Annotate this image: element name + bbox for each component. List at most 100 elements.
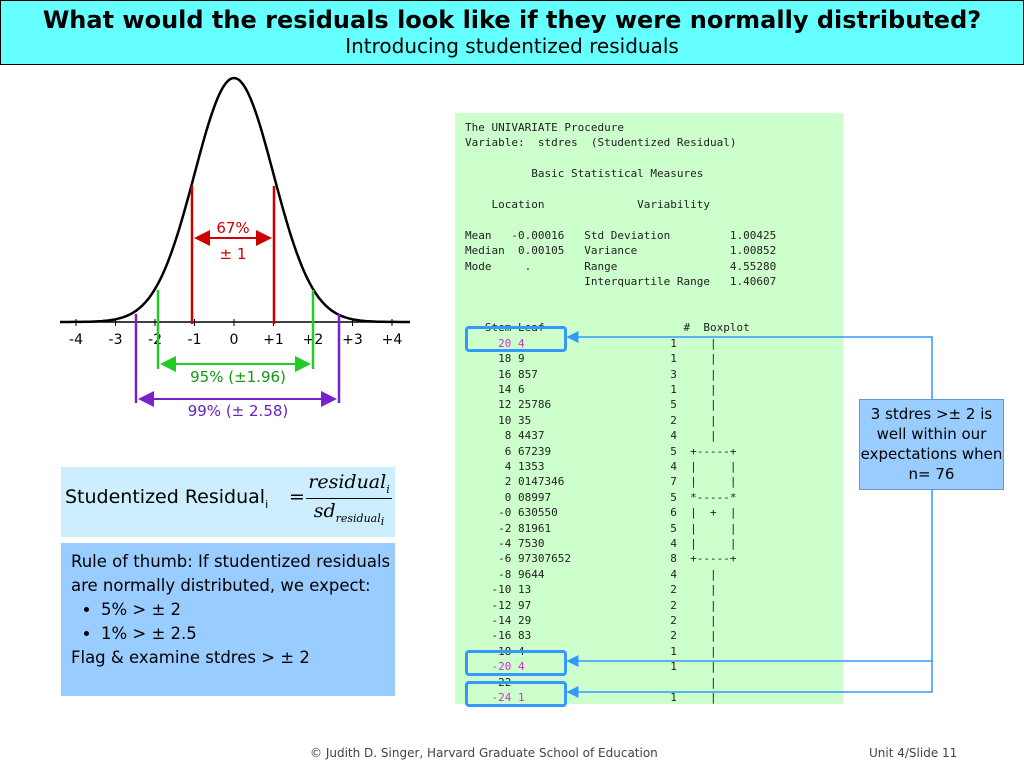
callout-box: 3 stdres >± 2 is well within our expecta…: [859, 399, 1004, 490]
rule-bullet: 1% > ± 2.5: [101, 622, 395, 646]
stem-leaf-row: -0 630550 6 | + |: [465, 506, 737, 520]
stem-count-boxplot: 2 |: [670, 583, 717, 597]
stem-count-boxplot: 5 +-----+: [670, 444, 737, 458]
highlight-box-minus20: [465, 650, 567, 676]
axis-tick-label: 0: [230, 332, 239, 348]
stem-leaf-row: 4 1353 4 | |: [465, 460, 737, 473]
sas-output-text: The UNIVARIATE Procedure Variable: stdre…: [455, 113, 843, 705]
stem-leaf-row: -12 97 2 |: [465, 598, 717, 612]
stem-count-boxplot: 2 |: [670, 413, 717, 427]
stem-count-boxplot: 2 |: [670, 598, 717, 612]
band-67-percent: 67%: [216, 219, 249, 237]
stem-leaf-row: 8 4437 4 |: [465, 429, 717, 442]
fraction-bar: [306, 497, 392, 499]
stem-leaf-value: 4 1353: [465, 459, 545, 473]
rule-bullet: 5% > ± 2: [101, 598, 395, 622]
stem-leaf-row: -6 97307652 8 +-----+: [465, 552, 737, 566]
numerator-subscript: i: [386, 482, 390, 496]
rule-bullets: 5% > ± 2 1% > ± 2.5: [71, 598, 395, 646]
axis-tick-label: -1: [188, 332, 202, 348]
highlight-box-top: [465, 326, 567, 352]
stem-leaf-row: 12 25786 5 |: [465, 398, 717, 411]
stem-leaf-value: -8 9644: [465, 567, 545, 581]
stem-leaf-value: -14 29: [465, 614, 532, 627]
stem-leaf-value: -12 97: [465, 598, 532, 612]
sas-line: Mean -0.00016 Std Deviation 1.00425: [465, 228, 777, 242]
stem-leaf-row: -8 9644 4 |: [465, 568, 717, 581]
stem-count-boxplot: 8 +-----+: [670, 552, 737, 566]
stem-leaf-row: -2 81961 5 | |: [465, 521, 736, 535]
slide-title: What would the residuals look like if th…: [42, 6, 982, 34]
highlight-box-minus24: [465, 681, 567, 707]
stem-leaf-value: 0 08997: [465, 490, 552, 504]
stem-leaf-value: 10 35: [465, 413, 532, 427]
title-banner: What would the residuals look like if th…: [0, 0, 1024, 65]
stem-leaf-row: 10 35 2 |: [465, 414, 717, 427]
rule-closing: Flag & examine stdres > ± 2: [71, 648, 310, 667]
band-95-label: 95% (±1.96): [190, 368, 286, 386]
formula-box: Studentized Residuali = residuali sdresi…: [61, 467, 395, 537]
stem-leaf-row: 14 6 1 |: [465, 383, 717, 396]
denominator-text: sd: [313, 499, 336, 522]
stem-leaf-value: -10 13: [465, 583, 532, 597]
formula-label-text: Studentized Residual: [65, 486, 266, 508]
stem-count-boxplot: 4 | |: [670, 459, 737, 473]
axis-tick-label: -4: [69, 332, 83, 348]
stem-leaf-row: -16 83 2 |: [465, 629, 716, 643]
rule-intro: Rule of thumb: If studentized residuals …: [71, 552, 391, 595]
stem-leaf-value: 12 25786: [465, 398, 552, 412]
stem-leaf-value: 14 6: [465, 382, 525, 396]
formula-fraction: residuali sdresiduali: [306, 471, 392, 528]
stem-leaf-value: -6 97307652: [465, 552, 571, 566]
stem-count-boxplot: 3 |: [670, 367, 717, 381]
sas-line: Interquartile Range 1.40607: [584, 275, 777, 289]
sas-line: Mode . Range 4.55280: [465, 259, 777, 273]
stem-count-boxplot: 2 |: [670, 614, 717, 627]
stem-leaf-value: -2 81961: [465, 521, 552, 535]
sas-line: Location Variability: [491, 198, 711, 212]
stem-count-boxplot: 1 |: [670, 382, 717, 396]
formula-denominator: sdresiduali: [306, 500, 392, 528]
stem-count-boxplot: 6 | + |: [670, 506, 737, 520]
band-67-range: ± 1: [220, 245, 247, 263]
stem-leaf-row: 18 9 1 |: [465, 352, 717, 365]
axis-tick-label: -2: [148, 332, 162, 348]
stem-leaf-value: -0 630550: [465, 506, 558, 520]
sas-line: Basic Statistical Measures: [531, 167, 704, 181]
sas-line: The UNIVARIATE Procedure: [465, 121, 624, 134]
stem-leaf-value: -16 83: [465, 629, 532, 643]
stem-leaf-row: -4 7530 4 | |: [465, 536, 737, 550]
stem-count-boxplot: 4 | |: [670, 536, 737, 550]
stem-leaf-value: 20 4: [465, 336, 525, 350]
stem-leaf-row: 0 08997 5 *-----*: [465, 491, 737, 504]
stem-count-boxplot: 4 |: [670, 567, 717, 581]
axis-tick-labels: -4-3-2-10+1+2+3+4: [69, 332, 402, 348]
formula-label: Studentized Residuali: [65, 486, 268, 511]
stem-count-boxplot: 1 |: [670, 691, 717, 705]
stem-count-boxplot: 5 *-----*: [670, 490, 737, 504]
slide-subtitle: Introducing studentized residuals: [345, 34, 679, 58]
stem-leaf-value: 6 67239: [465, 444, 552, 458]
stem-leaf-value: 18 9: [465, 352, 525, 366]
normal-distribution-diagram: -4-3-2-10+1+2+3+4 67% ± 1 95% (±1.96) 99…: [60, 76, 410, 420]
axis-tick-label: +1: [263, 332, 284, 348]
stem-leaf-row: -10 13 2 |: [465, 583, 717, 597]
stem-leaf-row: 6 67239 5 +-----+: [465, 445, 737, 458]
stem-leaf-value: -4 7530: [465, 536, 545, 550]
sas-line: Stem Leaf # Boxplot: [484, 321, 750, 335]
formula-equals: =: [289, 486, 305, 508]
denominator-subsub: i: [380, 514, 385, 528]
footer-copyright: © Judith D. Singer, Harvard Graduate Sch…: [310, 746, 658, 760]
stem-leaf-value: -20 4: [465, 660, 525, 674]
denominator-sub-text: residual: [335, 511, 381, 525]
formula-numerator: residuali: [306, 471, 392, 497]
axis-tick-label: +3: [342, 332, 363, 348]
stem-count-boxplot: 5 |: [670, 398, 717, 412]
stem-count-boxplot: 4 |: [670, 429, 717, 443]
stem-leaf-row: -14 29 2 |: [465, 614, 717, 627]
axis-tick-label: +4: [382, 332, 403, 348]
footer-slide-number: Unit 4/Slide 11: [869, 746, 958, 760]
sas-line: Median 0.00105 Variance 1.00852: [465, 244, 777, 258]
axis-tick-label: -3: [109, 332, 123, 348]
stem-leaf-value: -24 1: [465, 691, 525, 705]
